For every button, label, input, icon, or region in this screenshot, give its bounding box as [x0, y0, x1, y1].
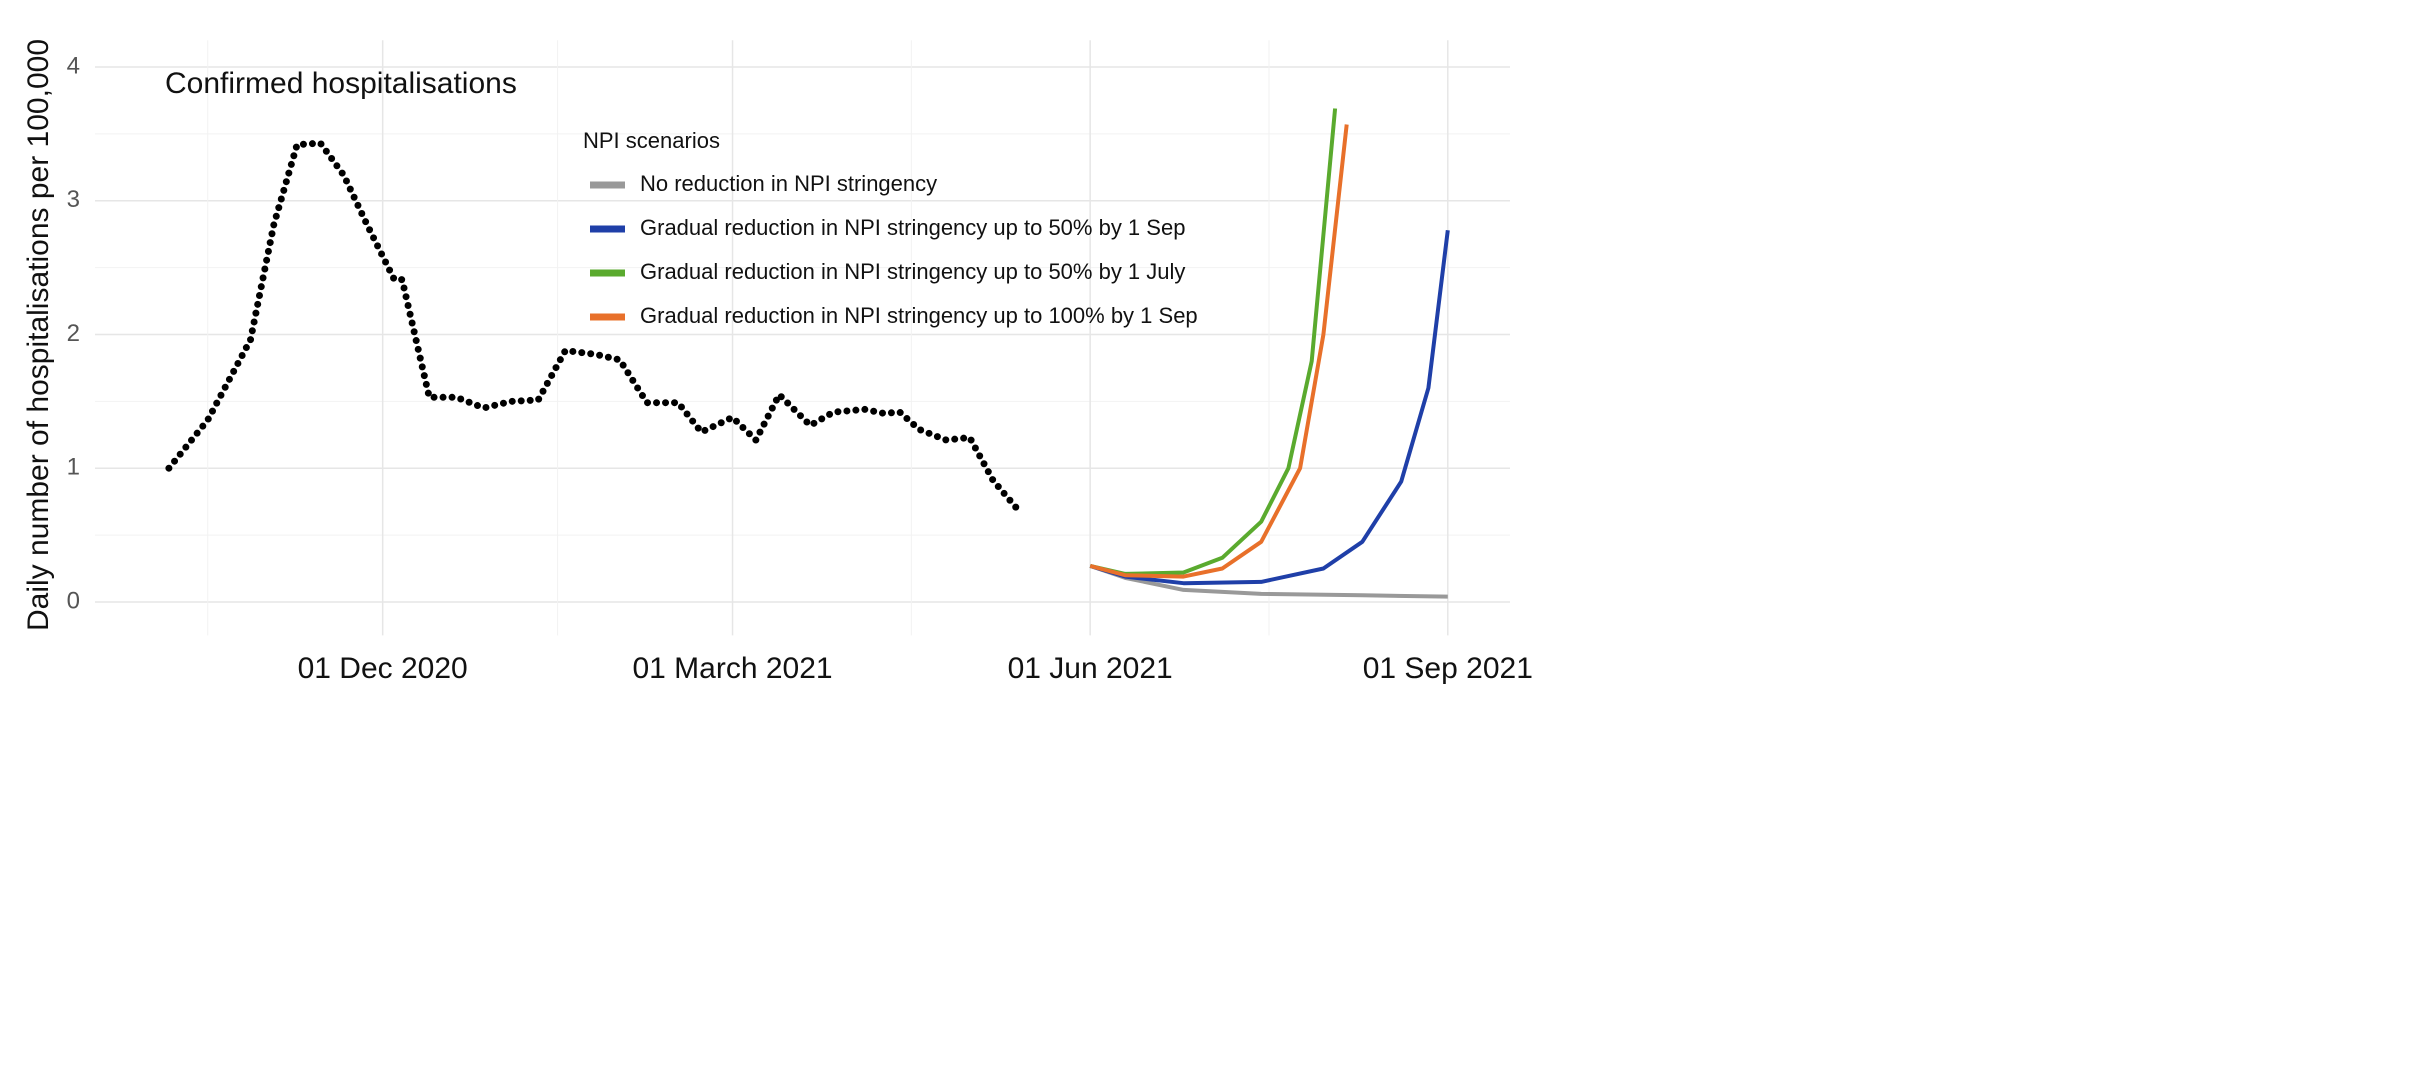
grid — [95, 40, 1510, 636]
y-tick-label: 1 — [67, 454, 80, 481]
y-axis-label: Daily number of hospitalisations per 100… — [22, 39, 55, 631]
x-tick-label: 01 Sep 2021 — [1363, 652, 1533, 685]
annotation: Confirmed hospitalisations — [165, 67, 517, 100]
y-tick-label: 0 — [67, 587, 80, 614]
y-tick-label: 2 — [67, 320, 80, 347]
observed-line — [165, 139, 1024, 516]
x-tick-label: 01 Jun 2021 — [1008, 652, 1173, 685]
legend-label: Gradual reduction in NPI stringency up t… — [640, 303, 1198, 328]
x-tick-label: 01 March 2021 — [632, 652, 832, 685]
legend-label: No reduction in NPI stringency — [640, 171, 937, 196]
legend-label: Gradual reduction in NPI stringency up t… — [640, 215, 1185, 240]
series-line — [1089, 229, 1450, 586]
y-tick-label: 3 — [67, 186, 80, 213]
series-line — [1089, 124, 1349, 579]
legend-title: NPI scenarios — [583, 128, 720, 153]
legend-label: Gradual reduction in NPI stringency up t… — [640, 259, 1185, 284]
x-tick-label: 01 Dec 2020 — [298, 652, 468, 685]
y-tick-label: 4 — [67, 52, 80, 79]
